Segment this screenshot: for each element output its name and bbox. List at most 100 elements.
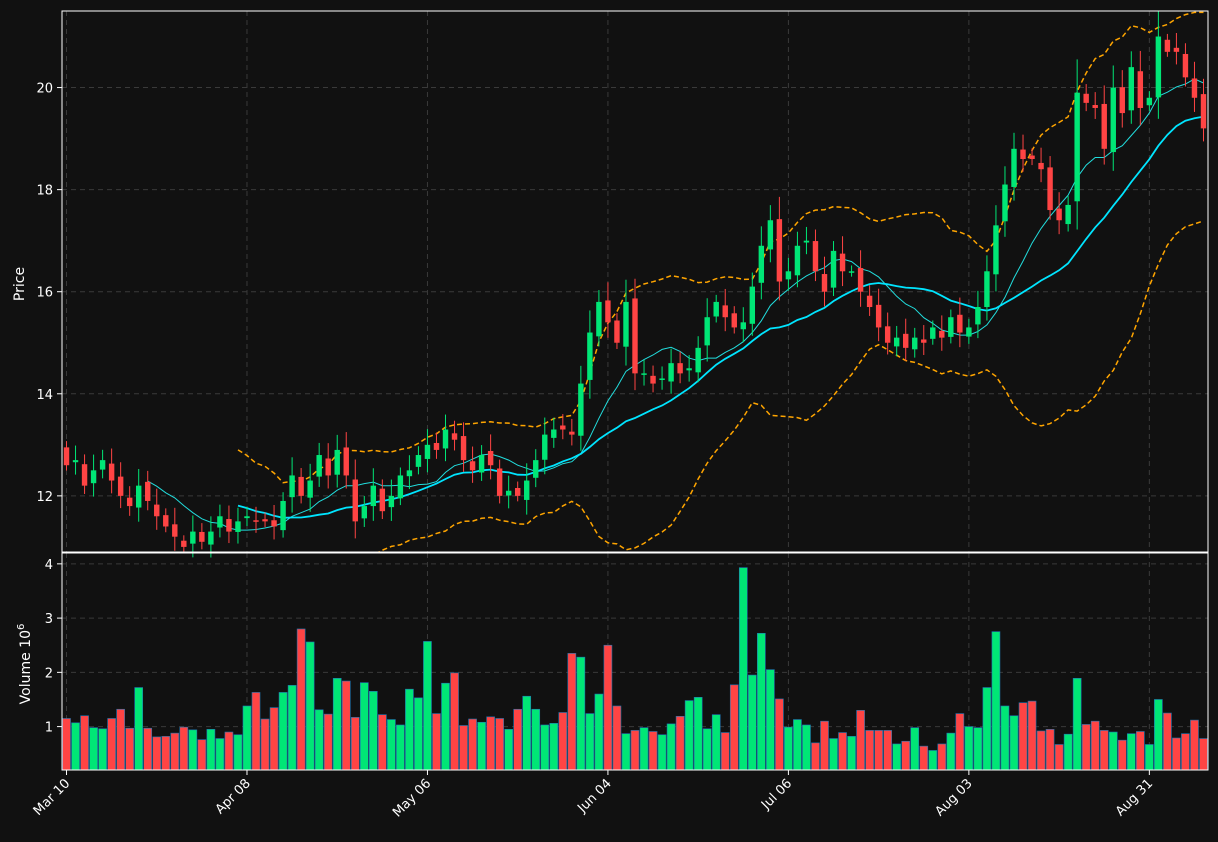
volume-bar [919, 745, 929, 771]
candle-body [803, 240, 810, 243]
candle-body [99, 460, 106, 470]
candle-body [487, 451, 494, 466]
candle-body [163, 515, 169, 527]
candle-body [442, 429, 449, 449]
price-tick-label: 20 [36, 82, 53, 97]
candle-body [921, 339, 927, 343]
volume-bar [477, 721, 486, 771]
candle-body [903, 333, 909, 348]
candle-body [857, 268, 864, 292]
candle-body [235, 521, 241, 532]
volume-bar [495, 718, 504, 771]
candle-body [587, 332, 593, 380]
volume-bar [711, 714, 721, 771]
candle-body [1011, 148, 1017, 187]
price-tick-label: 16 [36, 286, 53, 301]
candle-body [1074, 92, 1080, 202]
volume-bar [107, 718, 116, 771]
candle-body [704, 317, 710, 346]
candle-body [596, 301, 602, 337]
volume-bar [1136, 731, 1145, 771]
volume-bar [522, 695, 532, 771]
candle-body [677, 363, 683, 374]
candle-body [939, 330, 945, 338]
volume-bar [459, 725, 468, 771]
volume-bar [531, 708, 541, 771]
volume-bar [946, 732, 956, 771]
volume-bar [766, 669, 775, 771]
candle-body [984, 271, 990, 308]
volume-bar [1108, 731, 1118, 771]
volume-bar [98, 728, 107, 771]
candle-body [460, 436, 467, 461]
price-tick-label: 14 [36, 388, 53, 403]
volume-bar [62, 718, 71, 771]
volume-bar [134, 687, 144, 771]
volume-bar [1199, 738, 1208, 771]
candle-body [1200, 94, 1207, 129]
candle-body [108, 463, 115, 481]
sma-short-line [147, 78, 1204, 531]
volume-bar [693, 697, 703, 771]
candle-body [199, 531, 205, 542]
volume-bar [720, 732, 730, 771]
volume-bar [1045, 729, 1055, 771]
candle-body [659, 378, 665, 380]
candle-body [740, 322, 746, 330]
candle-body [821, 274, 828, 292]
volume-bar [982, 687, 992, 771]
candle-body [650, 375, 656, 384]
volume-bar [657, 734, 667, 771]
candle-body [1182, 53, 1189, 78]
candle-body [569, 431, 575, 435]
candle-body [280, 500, 286, 531]
candle-body [731, 313, 737, 328]
candle-body [496, 468, 503, 496]
volume-bar [603, 644, 613, 771]
volume-bar [1145, 744, 1154, 771]
volume-bar [188, 729, 198, 771]
volume-bar [991, 631, 1001, 771]
volume-bar [1054, 744, 1064, 771]
candle-body [370, 485, 377, 507]
candle-body [433, 443, 440, 450]
candle-body [271, 520, 277, 527]
volume-bar [305, 641, 315, 771]
candle-body [812, 241, 819, 272]
volume-bar [332, 678, 342, 771]
candle-body [533, 460, 539, 478]
volume-bar [359, 682, 369, 771]
volume-bar [955, 713, 965, 771]
candle-body [469, 461, 476, 471]
candle-body [1137, 71, 1144, 108]
volume-bar [405, 688, 414, 771]
candle-body [1020, 149, 1026, 160]
volume-bar [856, 710, 865, 771]
candle-body [713, 301, 719, 317]
candle-body [551, 429, 557, 438]
volume-bar [378, 714, 387, 771]
volume-bar [260, 718, 270, 771]
candle-body [1065, 204, 1071, 225]
volume-bar [396, 724, 405, 771]
candle-body [135, 485, 142, 508]
candle-body [415, 455, 422, 467]
volume-bar [1163, 712, 1172, 771]
volume-bar [585, 713, 595, 771]
candle-body [875, 304, 882, 328]
candle-body [1056, 208, 1062, 221]
candle-body [623, 301, 629, 347]
candle-body [930, 327, 936, 339]
candle-body [1110, 87, 1116, 153]
candle-body [379, 488, 386, 512]
volume-tick-label: 1 [45, 721, 53, 736]
volume-bar [540, 724, 550, 771]
candle-body [686, 368, 692, 371]
volume-bar [224, 731, 234, 771]
candle-body [126, 497, 133, 507]
volume-bar [441, 682, 450, 771]
volume-bar [928, 750, 938, 771]
volume-bar [973, 727, 983, 771]
bollinger-bands [237, 11, 1204, 552]
volume-bar [206, 729, 216, 771]
